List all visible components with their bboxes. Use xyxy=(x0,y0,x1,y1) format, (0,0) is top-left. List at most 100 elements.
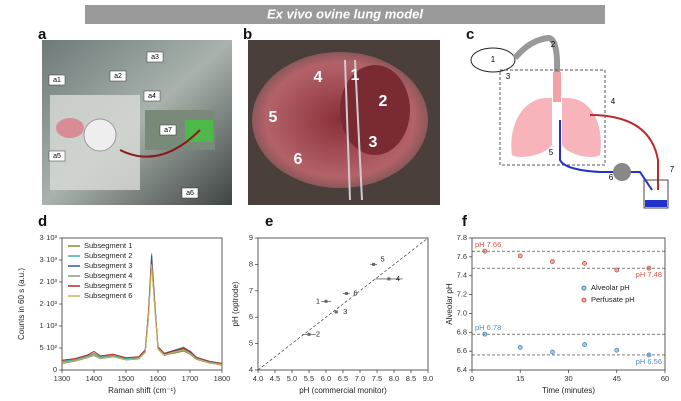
y-tick-label: 7.4 xyxy=(457,271,467,280)
lobe-number: 2 xyxy=(379,93,388,110)
callout: a4 xyxy=(148,93,156,100)
callout: a7 xyxy=(164,127,172,134)
diagram-number: 4 xyxy=(611,97,616,106)
lobe xyxy=(340,65,410,155)
data-point xyxy=(344,291,348,295)
x-tick-label: 1500 xyxy=(118,374,135,383)
lobe-number: 6 xyxy=(294,151,303,168)
airway-tube xyxy=(512,34,561,73)
x-tick-label: 60 xyxy=(661,374,669,383)
x-axis-label: pH (commercial monitor) xyxy=(299,386,387,395)
figure-title: Ex vivo ovine lung model xyxy=(267,6,423,21)
y-tick-label: 7.2 xyxy=(457,290,467,299)
title-bar xyxy=(85,5,605,24)
callout-box xyxy=(48,150,66,162)
y-tick-label: 6.6 xyxy=(457,346,467,355)
x-tick-label: 30 xyxy=(564,374,572,383)
data-point xyxy=(582,261,587,266)
x-tick-label: 45 xyxy=(613,374,621,383)
panel-letter: c xyxy=(466,26,474,43)
legend-label: Subsegment 5 xyxy=(84,281,132,290)
callout: a6 xyxy=(186,190,194,197)
y-tick-label: 1·10³ xyxy=(39,321,57,330)
x-tick-label: 6.5 xyxy=(338,374,348,383)
chamber xyxy=(499,69,606,166)
x-tick-label: 0 xyxy=(470,374,474,383)
panel-letter: a xyxy=(38,26,47,43)
data-point xyxy=(517,344,523,350)
x-tick-label: 9.0 xyxy=(423,374,433,383)
y-tick-label: 4 xyxy=(249,365,253,374)
x-axis-label: Raman shift (cm⁻¹) xyxy=(108,386,176,395)
panel-letter: d xyxy=(38,213,47,230)
callout-box xyxy=(181,187,199,199)
lobe-number: 4 xyxy=(314,69,323,86)
spectrum-line xyxy=(61,264,223,366)
callout: a3 xyxy=(151,54,159,61)
y-tick-label: 5 xyxy=(249,339,253,348)
x-tick-label: 15 xyxy=(516,374,524,383)
ventilator xyxy=(470,47,516,73)
data-point xyxy=(517,253,523,259)
x-tick-label: 1300 xyxy=(54,374,71,383)
callout-box xyxy=(48,74,66,86)
diagram-number: 6 xyxy=(609,173,614,182)
pump xyxy=(613,163,631,181)
data-point xyxy=(482,331,488,337)
diagram-number: 7 xyxy=(670,165,675,174)
data-point xyxy=(614,267,620,273)
data-point xyxy=(307,332,311,336)
reservoir xyxy=(643,179,669,209)
panel-letter: b xyxy=(243,26,252,43)
x-tick-label: 4.5 xyxy=(270,374,280,383)
point-label: 1 xyxy=(316,296,320,305)
legend-label: Subsegment 4 xyxy=(84,271,132,280)
legend-label: Alveolar pH xyxy=(591,283,630,292)
lobe-number: 1 xyxy=(351,67,360,84)
legend-marker xyxy=(581,285,587,291)
tube xyxy=(119,129,201,158)
point-label: 4 xyxy=(396,274,400,283)
x-tick-label: 6.0 xyxy=(321,374,331,383)
data-point xyxy=(334,310,338,314)
legend-label: Subsegment 3 xyxy=(84,261,132,270)
diagram-number: 2 xyxy=(551,40,556,49)
data-point xyxy=(614,347,620,353)
y-tick-label: 0 xyxy=(53,365,57,374)
y-tick-label: 6.8 xyxy=(457,327,467,336)
x-tick-label: 8.0 xyxy=(389,374,399,383)
callout-box xyxy=(146,51,164,63)
point-label: 5 xyxy=(381,254,385,263)
y-tick-label: 9 xyxy=(249,233,253,242)
annotation: pH 6.56 xyxy=(636,357,662,366)
data-point xyxy=(550,259,555,264)
legend-label: Subsegment 2 xyxy=(84,251,132,260)
diagram-c xyxy=(470,34,669,209)
x-tick-label: 4.0 xyxy=(253,374,263,383)
callout: a5 xyxy=(53,153,61,160)
y-axis-label: Counts in 60 s (a.u.) xyxy=(17,268,26,340)
x-tick-label: 7.0 xyxy=(355,374,365,383)
legend-marker xyxy=(581,297,587,303)
x-tick-label: 1600 xyxy=(150,374,167,383)
y-axis-label: pH (optrode) xyxy=(231,281,240,326)
x-tick-label: 5.0 xyxy=(287,374,297,383)
lobe-number: 3 xyxy=(369,134,378,151)
data-point xyxy=(387,277,391,281)
lobe-number: 5 xyxy=(269,109,278,126)
y-tick-label: 7.8 xyxy=(457,233,467,242)
x-tick-label: 8.5 xyxy=(406,374,416,383)
reservoir-fluid xyxy=(645,200,667,207)
diagram-number: 3 xyxy=(506,72,511,81)
legend-label: Subsegment 6 xyxy=(84,291,132,300)
legend-label: Subsegment 1 xyxy=(84,241,132,250)
x-tick-label: 5.5 xyxy=(304,374,314,383)
diagram-number: 1 xyxy=(491,55,496,64)
data-point xyxy=(482,248,488,254)
callout: a1 xyxy=(53,77,61,84)
annotation: pH 7.66 xyxy=(475,240,501,249)
y-tick-label: 5·10² xyxy=(39,343,57,352)
left-lung xyxy=(511,97,552,157)
